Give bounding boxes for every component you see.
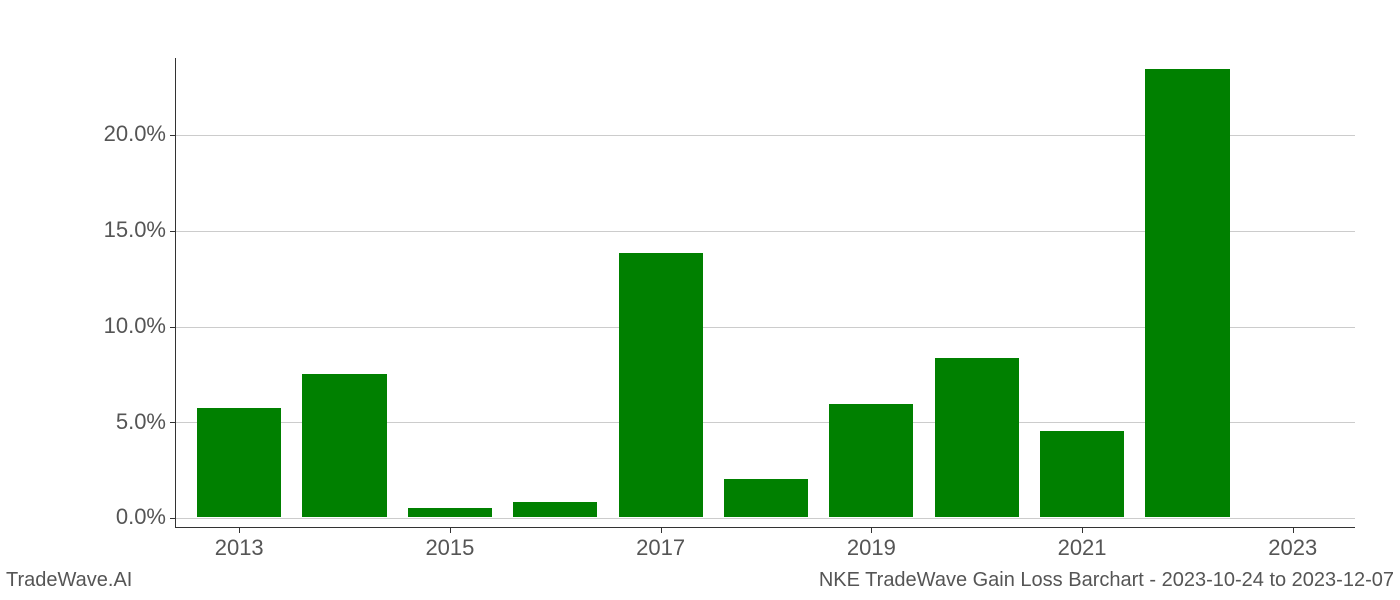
bar-2021 <box>1040 431 1124 517</box>
ytick-label: 10.0% <box>104 313 176 339</box>
bar-2019 <box>829 404 913 517</box>
bar-2014 <box>302 374 386 518</box>
bar-2013 <box>197 408 281 517</box>
ytick-label: 20.0% <box>104 121 176 147</box>
ytick-label: 5.0% <box>116 409 176 435</box>
xtick-label: 2013 <box>215 527 264 561</box>
bar-2016 <box>513 502 597 517</box>
xtick-label: 2019 <box>847 527 896 561</box>
xtick-label: 2017 <box>636 527 685 561</box>
footer-right-text: NKE TradeWave Gain Loss Barchart - 2023-… <box>819 569 1394 592</box>
ytick-label: 15.0% <box>104 217 176 243</box>
grid-line <box>176 518 1355 519</box>
xtick-label: 2015 <box>425 527 474 561</box>
bar-2017 <box>619 253 703 518</box>
ytick-label: 0.0% <box>116 504 176 530</box>
chart-area: 0.0%5.0%10.0%15.0%20.0%20132015201720192… <box>175 58 1355 528</box>
bar-2018 <box>724 479 808 517</box>
plot-area: 0.0%5.0%10.0%15.0%20.0%20132015201720192… <box>175 58 1355 528</box>
bar-2022 <box>1145 69 1229 518</box>
footer-left-text: TradeWave.AI <box>6 569 132 592</box>
xtick-label: 2023 <box>1268 527 1317 561</box>
bar-2020 <box>935 358 1019 517</box>
xtick-label: 2021 <box>1058 527 1107 561</box>
bar-2015 <box>408 508 492 518</box>
